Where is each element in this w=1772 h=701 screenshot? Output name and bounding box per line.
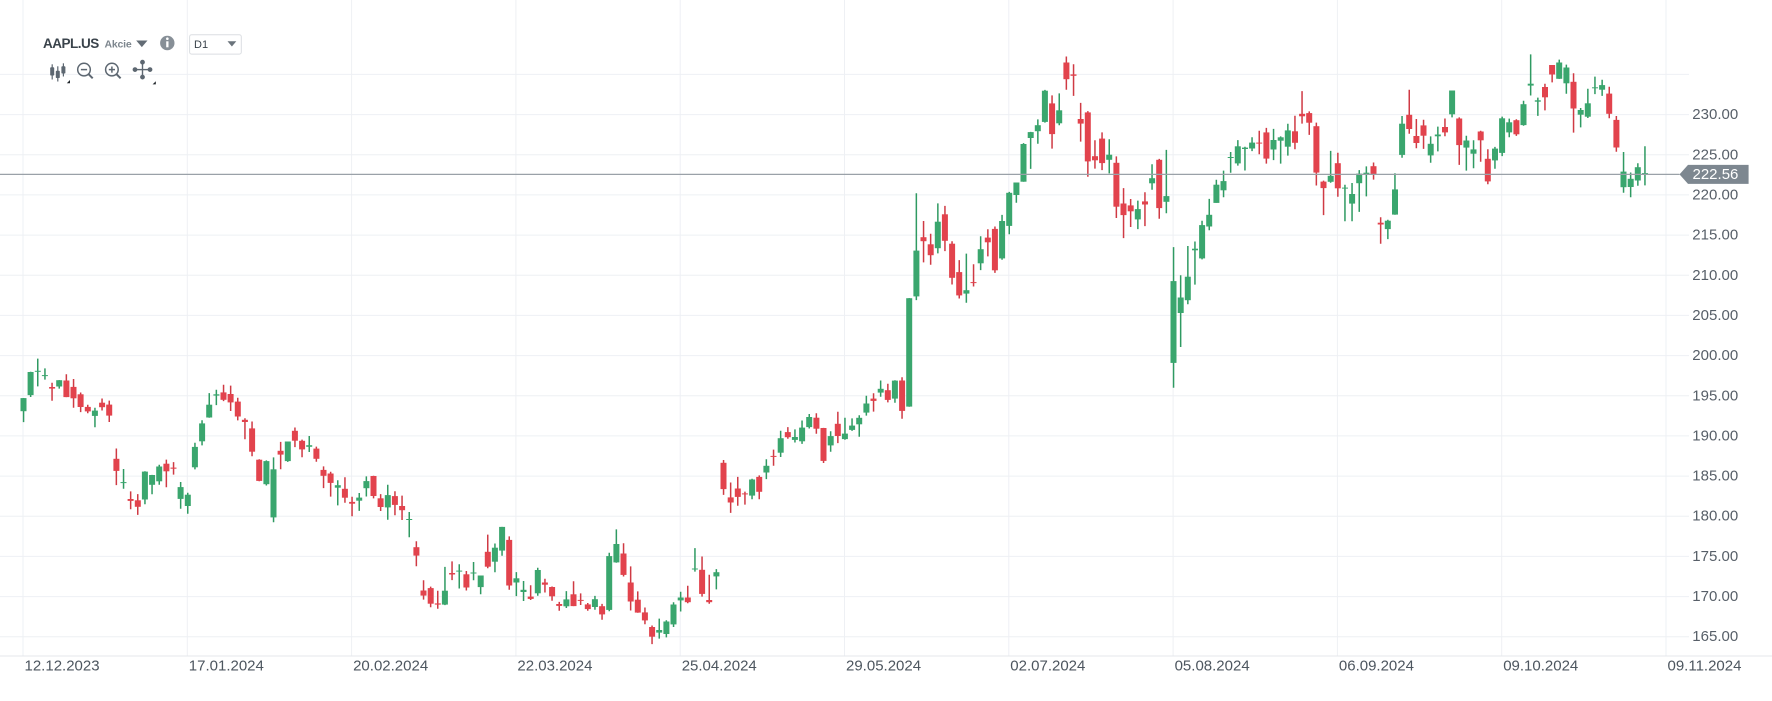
svg-text:09.11.2024: 09.11.2024 (1668, 658, 1742, 675)
svg-text:25.04.2024: 25.04.2024 (682, 658, 757, 675)
svg-text:230.00: 230.00 (1692, 106, 1738, 123)
svg-text:210.00: 210.00 (1692, 267, 1738, 284)
svg-text:165.00: 165.00 (1692, 628, 1738, 645)
svg-text:190.00: 190.00 (1692, 427, 1738, 444)
svg-text:215.00: 215.00 (1692, 227, 1738, 244)
svg-text:205.00: 205.00 (1692, 307, 1738, 324)
svg-text:200.00: 200.00 (1692, 347, 1738, 364)
svg-text:Akcie: Akcie (105, 39, 132, 51)
svg-text:12.12.2023: 12.12.2023 (25, 658, 100, 675)
svg-text:185.00: 185.00 (1692, 468, 1738, 485)
svg-text:17.01.2024: 17.01.2024 (189, 658, 264, 675)
svg-text:175.00: 175.00 (1692, 548, 1738, 565)
svg-text:170.00: 170.00 (1692, 588, 1738, 605)
svg-text:222.56: 222.56 (1693, 166, 1739, 183)
svg-text:09.10.2024: 09.10.2024 (1503, 658, 1578, 675)
svg-text:02.07.2024: 02.07.2024 (1010, 658, 1085, 675)
svg-text:195.00: 195.00 (1692, 387, 1738, 404)
svg-text:05.08.2024: 05.08.2024 (1175, 658, 1250, 675)
svg-text:22.03.2024: 22.03.2024 (517, 658, 592, 675)
svg-text:06.09.2024: 06.09.2024 (1339, 658, 1414, 675)
svg-text:220.00: 220.00 (1692, 186, 1738, 203)
svg-text:225.00: 225.00 (1692, 146, 1738, 163)
svg-text:AAPL.US: AAPL.US (43, 36, 99, 51)
svg-text:20.02.2024: 20.02.2024 (353, 658, 428, 675)
svg-text:D1: D1 (194, 39, 208, 51)
svg-text:29.05.2024: 29.05.2024 (846, 658, 921, 675)
svg-text:180.00: 180.00 (1692, 508, 1738, 525)
